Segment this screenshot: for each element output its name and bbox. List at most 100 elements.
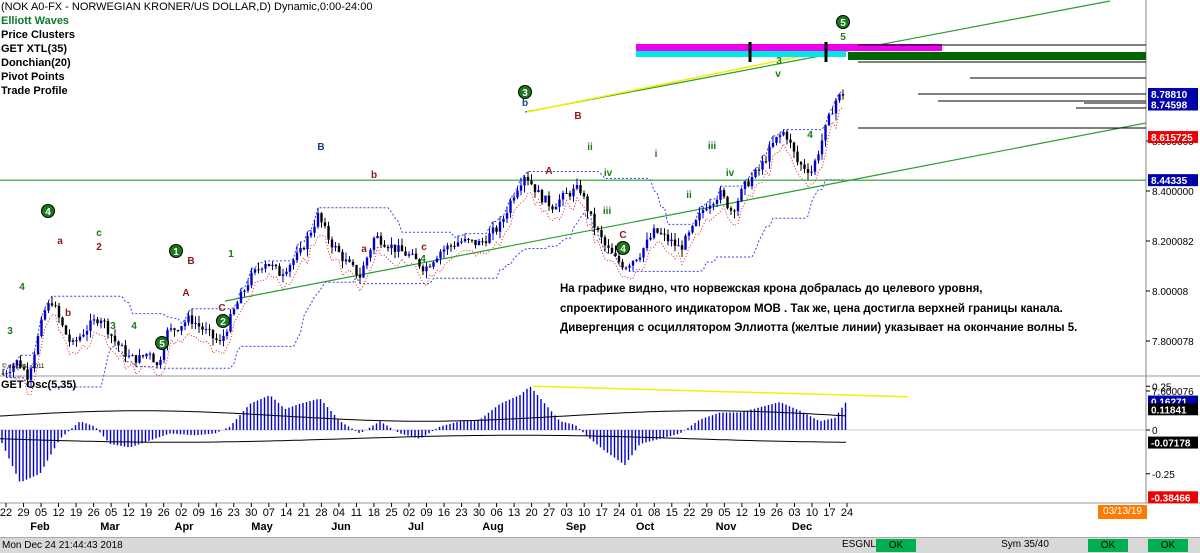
candle-body-226 [792,142,796,152]
wave-label-26: iv [604,168,613,179]
date-tick-label-20: 11 [351,507,362,519]
candle-body-143 [502,218,505,222]
osc-upper-band [0,410,847,422]
date-tick-label-28: 06 [490,507,502,519]
candle-body-205 [719,190,722,200]
date-tick-label-7: 12 [123,507,135,519]
candle-body-236 [827,114,831,126]
candle-body-155 [544,195,547,203]
mob-band-darkgreen [848,52,1146,60]
wave-label-15: 1 [228,249,234,260]
osc-flag-3: -0.38466 [1151,493,1191,504]
candle-body-23 [82,334,85,337]
date-tick-label-44: 26 [771,507,783,519]
study-get-xtl[interactable]: GET XTL(35) [1,43,68,55]
candle-body-206 [722,190,726,197]
candle-body-9 [33,354,36,369]
candle-body-80 [281,274,285,276]
date-tick-label-41: 05 [718,507,730,519]
candle-body-151 [530,180,533,185]
candle-body-69 [243,290,246,292]
candle-body-203 [712,203,715,206]
candle-body-95 [334,245,337,248]
candle-body-207 [726,196,729,209]
study-elliott-waves[interactable]: Elliott Waves [1,15,70,27]
candle-body-73 [257,269,260,271]
candle-body-52 [183,322,187,327]
date-tick-label-27: 30 [473,507,485,519]
wave-circle-29 [616,241,630,255]
study-price-clusters[interactable]: Price Clusters [1,29,75,41]
wave-label-32: iii [708,141,717,152]
date-tick-label-26: 23 [455,507,467,519]
ok-button-1[interactable]: OK [876,539,916,552]
ok-button-3[interactable]: OK [1148,539,1188,552]
candle-body-64 [225,331,229,336]
candle-body-189 [663,233,666,235]
price-tick-label-3: 8.00008 [1152,287,1189,298]
candle-body-94 [330,239,334,248]
candle-body-3 [12,365,15,372]
candle-body-130 [456,242,460,247]
candle-body-222 [778,135,782,137]
candle-body-65 [229,314,232,332]
candle-body-169 [593,213,596,228]
price-flag-bg-1 [1148,98,1198,111]
date-tick-label-11: 09 [193,507,205,519]
candle-body-237 [831,113,834,115]
candle-body-159 [558,199,561,207]
candle-body-158 [554,206,558,210]
candle-body-59 [208,328,211,330]
candle-body-211 [740,188,743,201]
candle-body-129 [453,245,456,247]
oscillator-title: GET Osc(5,35) [1,379,77,391]
candle-body-121 [425,266,428,272]
candle-body-110 [386,246,390,249]
candle-body-137 [481,241,484,243]
mob-band-magenta [636,44,942,51]
divergence-price-line [526,46,847,113]
candle-body-42 [148,353,152,355]
date-tick-label-40: 29 [701,507,713,519]
candle-body-208 [729,208,733,211]
candle-body-144 [505,212,509,219]
candle-body-198 [694,220,698,226]
ok-button-2[interactable]: OK [1088,539,1128,552]
month-label-10: Dec [792,521,812,533]
candle-body-131 [460,241,463,243]
candle-body-111 [390,244,393,249]
candle-body-82 [288,265,292,272]
wave-label-29: 4 [620,244,626,255]
candle-body-181 [635,259,638,261]
price-flag-1: 8.74598 [1151,101,1188,112]
study-pivot-points[interactable]: Pivot Points [1,71,65,83]
candle-body-71 [250,272,253,286]
candle-body-172 [603,237,607,246]
candle-body-165 [579,185,582,194]
candle-body-125 [439,251,442,259]
candle-body-26 [92,319,96,321]
candle-body-215 [754,169,757,178]
study-trade-profile[interactable]: Trade Profile [1,85,68,97]
candle-body-27 [96,319,99,324]
candle-body-38 [134,355,138,363]
candle-body-103 [362,265,365,278]
candle-body-156 [547,195,551,207]
date-tick-label-13: 23 [228,507,240,519]
wave-label-16: b [371,170,377,181]
candle-body-55 [194,323,197,325]
candle-body-13 [47,303,50,311]
candle-body-76 [267,263,271,267]
candle-body-97 [341,251,344,262]
candle-body-12 [43,310,47,320]
wave-label-2: 4 [45,207,51,218]
date-tick-label-18: 28 [315,507,327,519]
candle-body-35 [124,345,127,357]
candle-body-135 [474,239,477,246]
study-donchian[interactable]: Donchian(20) [1,57,71,69]
candle-body-235 [824,125,827,141]
candle-body-192 [673,239,677,246]
price-tick-label-2: 8.200082 [1152,237,1194,248]
candle-body-90 [316,213,320,227]
